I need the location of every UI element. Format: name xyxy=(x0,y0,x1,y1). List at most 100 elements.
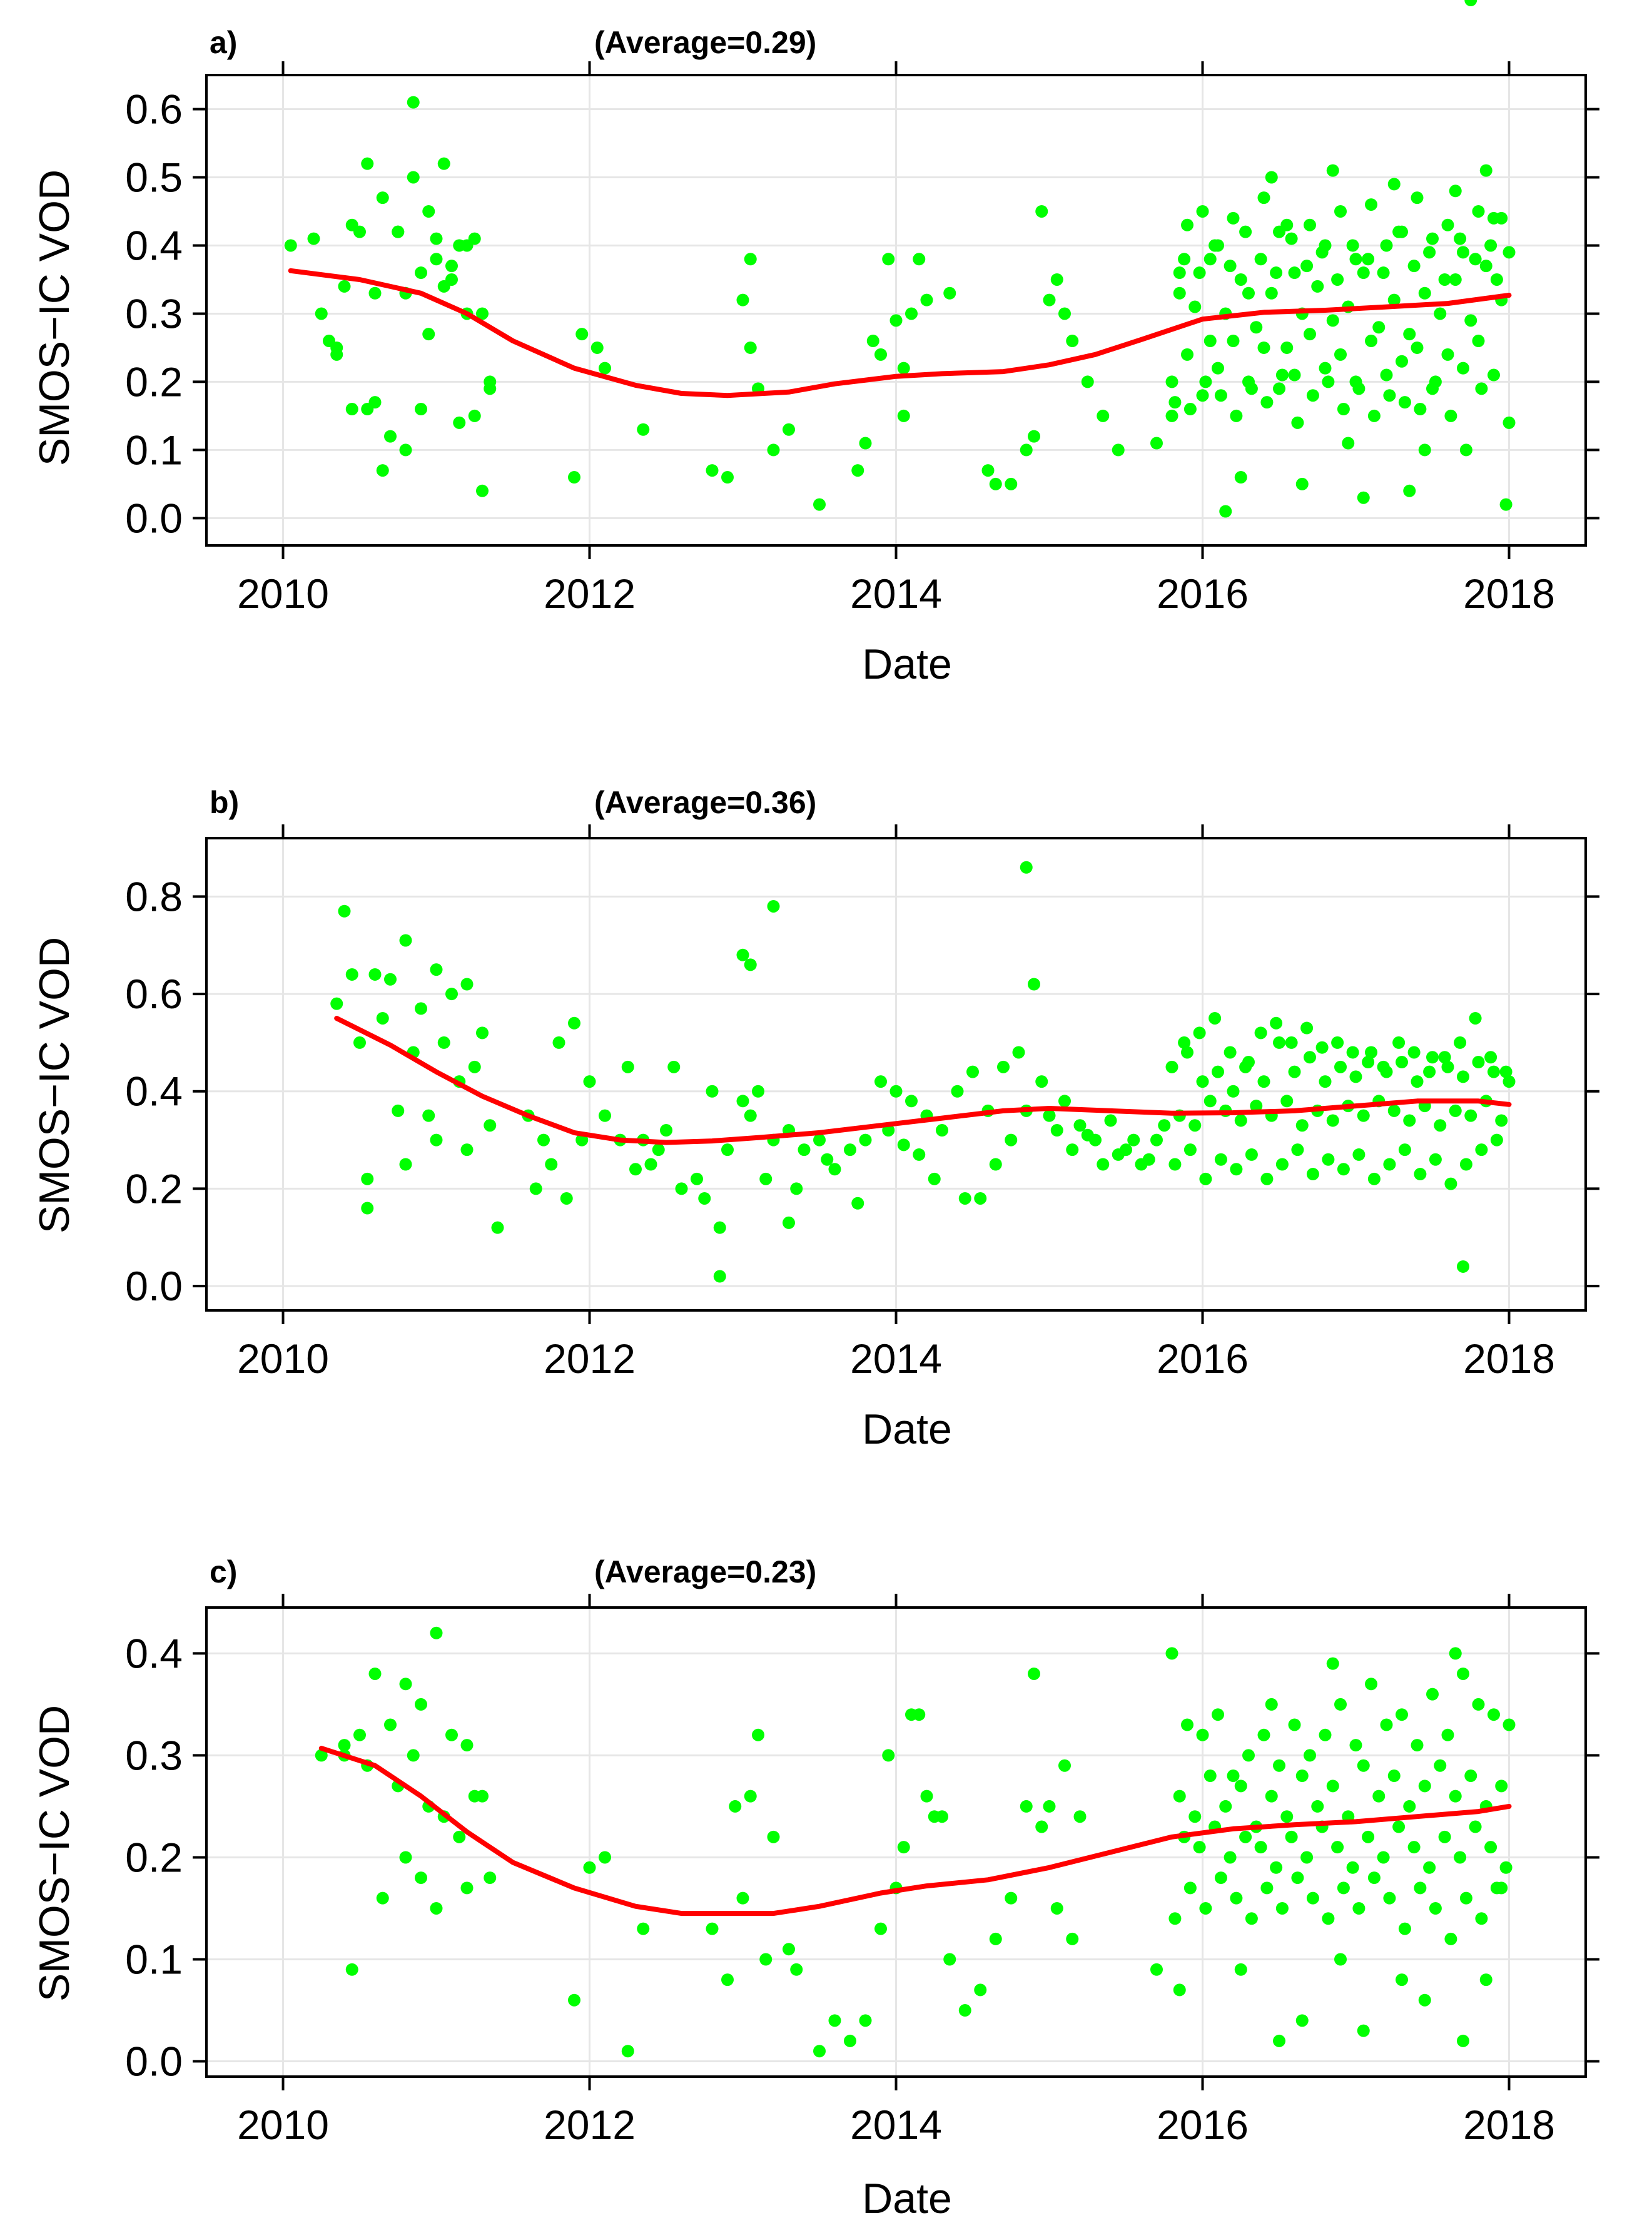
data-point xyxy=(1173,286,1186,300)
data-point xyxy=(905,307,918,320)
data-point xyxy=(1181,348,1193,361)
data-point xyxy=(813,1133,826,1147)
data-point xyxy=(537,1133,550,1147)
data-point xyxy=(1275,1158,1289,1171)
y-tick-label: 0.4 xyxy=(125,222,183,268)
data-point xyxy=(1250,1100,1263,1113)
data-point xyxy=(1484,239,1497,252)
data-point xyxy=(1035,205,1048,218)
data-point xyxy=(476,307,489,320)
data-point xyxy=(1028,978,1040,991)
data-point xyxy=(460,239,474,252)
data-point xyxy=(1459,443,1472,457)
data-point xyxy=(943,286,956,300)
y-tick-label: 0.3 xyxy=(125,1732,183,1778)
data-point xyxy=(437,1036,450,1049)
data-point xyxy=(1367,1871,1381,1885)
data-point xyxy=(1352,1148,1366,1161)
data-point xyxy=(1306,1168,1319,1181)
data-point xyxy=(1392,1036,1406,1049)
data-point xyxy=(997,1060,1010,1073)
x-tick-label: 2018 xyxy=(1463,2102,1555,2148)
data-point xyxy=(783,1943,795,1956)
data-point xyxy=(1475,1143,1488,1157)
data-point xyxy=(1479,1973,1492,1987)
data-point xyxy=(1472,1698,1485,1711)
data-point xyxy=(1403,1800,1416,1813)
data-point xyxy=(384,430,397,443)
data-point xyxy=(1196,389,1209,402)
data-point xyxy=(897,409,910,422)
data-point xyxy=(1291,1871,1304,1885)
data-point xyxy=(1383,1891,1396,1905)
data-point xyxy=(1183,1881,1197,1895)
data-point xyxy=(1097,409,1110,422)
y-tick-label: 0.8 xyxy=(125,873,183,919)
data-point xyxy=(1464,314,1477,327)
data-point xyxy=(1242,286,1255,300)
data-point xyxy=(637,423,650,436)
data-point xyxy=(629,1163,642,1176)
data-point xyxy=(430,253,443,266)
data-point xyxy=(691,1172,703,1185)
data-point xyxy=(1495,1780,1508,1793)
data-point xyxy=(1257,341,1270,354)
data-point xyxy=(1449,1790,1462,1803)
data-point xyxy=(376,1011,389,1025)
data-point xyxy=(1331,1036,1344,1049)
data-point xyxy=(1469,1820,1482,1833)
data-point xyxy=(1199,375,1212,388)
data-point xyxy=(1112,1148,1125,1161)
data-point xyxy=(1020,1800,1033,1813)
data-point xyxy=(1407,1841,1421,1854)
data-point xyxy=(1150,437,1163,450)
data-point xyxy=(1288,368,1301,382)
data-point xyxy=(1227,1085,1240,1098)
data-point xyxy=(1411,341,1424,354)
data-point xyxy=(1300,1851,1314,1864)
data-point xyxy=(1285,1036,1298,1049)
x-tick-label: 2012 xyxy=(544,1335,636,1382)
data-point xyxy=(706,1922,719,1935)
data-point xyxy=(445,260,458,273)
data-point xyxy=(1043,1800,1056,1813)
data-point xyxy=(1188,1810,1202,1823)
y-axis-title: SMOS−IC VOD xyxy=(31,1705,78,2002)
data-point xyxy=(1304,218,1316,231)
data-point xyxy=(1311,280,1324,293)
data-point xyxy=(353,1036,366,1049)
data-point xyxy=(1365,335,1377,348)
data-point xyxy=(1434,1119,1447,1132)
data-point xyxy=(1227,335,1240,348)
data-point xyxy=(460,1739,474,1752)
data-point xyxy=(345,968,358,981)
data-point xyxy=(1066,1932,1079,1945)
data-point xyxy=(415,266,427,280)
data-point xyxy=(1104,1114,1117,1127)
data-point xyxy=(821,1153,834,1166)
data-point xyxy=(866,335,879,348)
data-point xyxy=(484,1871,497,1885)
data-point xyxy=(1487,1065,1500,1078)
data-point xyxy=(1438,1051,1451,1064)
data-point xyxy=(1214,1153,1227,1166)
data-point xyxy=(920,293,933,306)
data-point xyxy=(1423,1861,1436,1874)
data-point xyxy=(568,1993,580,2007)
data-point xyxy=(1367,409,1381,422)
data-point xyxy=(361,403,374,416)
data-point xyxy=(1487,368,1500,382)
data-point xyxy=(1295,477,1309,490)
data-point xyxy=(491,1221,504,1234)
data-point xyxy=(1426,1051,1439,1064)
data-point xyxy=(1288,266,1301,280)
data-point xyxy=(1165,409,1178,422)
data-point xyxy=(1457,1070,1469,1083)
data-point xyxy=(1503,416,1516,429)
data-point xyxy=(1028,430,1040,443)
data-point xyxy=(1411,191,1424,205)
data-point xyxy=(706,464,719,477)
data-point xyxy=(1334,1698,1347,1711)
data-point xyxy=(1234,471,1247,484)
data-point xyxy=(767,443,780,457)
